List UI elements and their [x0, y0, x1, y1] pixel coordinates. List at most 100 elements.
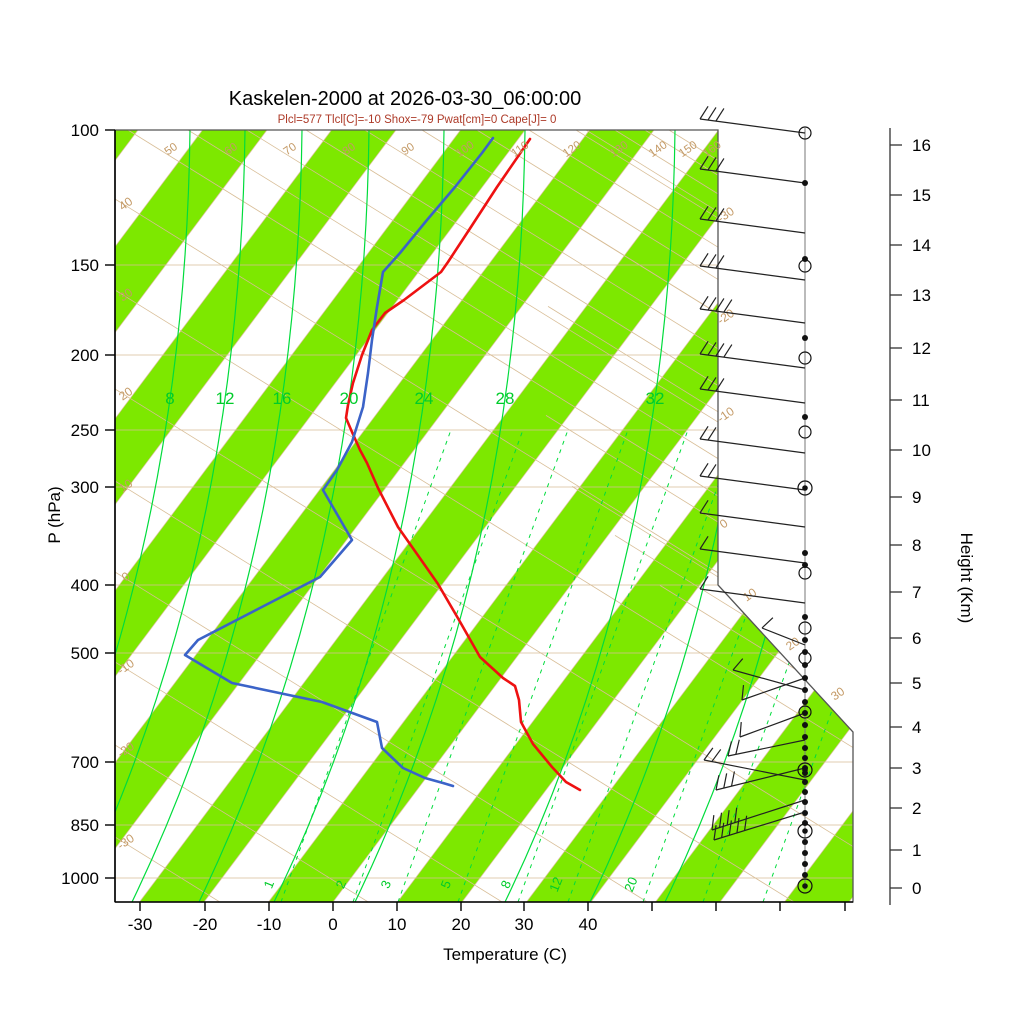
wind-level-circle — [798, 351, 812, 365]
svg-text:12: 12 — [546, 875, 565, 894]
svg-text:3: 3 — [378, 878, 395, 890]
svg-text:14: 14 — [912, 236, 931, 255]
svg-text:32: 32 — [646, 389, 665, 408]
moist-adiabat-labels: 8 12 16 20 24 28 32 — [165, 389, 664, 408]
moist-adiabat-lines — [115, 130, 836, 902]
svg-text:500: 500 — [71, 644, 99, 663]
svg-text:13: 13 — [912, 286, 931, 305]
wind-level-dot — [802, 637, 808, 643]
svg-text:40: 40 — [579, 915, 598, 934]
svg-text:20: 20 — [452, 915, 471, 934]
wind-barb — [699, 376, 806, 404]
wind-level-circledot — [797, 762, 813, 778]
svg-text:16: 16 — [912, 136, 931, 155]
wind-level-dot — [802, 861, 808, 867]
svg-text:850: 850 — [71, 816, 99, 835]
svg-text:12: 12 — [216, 389, 235, 408]
wind-level-dot — [802, 872, 808, 878]
wind-barb — [703, 747, 806, 781]
wind-level-dot — [802, 755, 808, 761]
wind-level-dot — [802, 662, 808, 668]
wind-level-dot — [802, 180, 808, 186]
wind-level-circledot-center — [802, 485, 808, 491]
wind-level-circle — [798, 566, 812, 580]
wind-level-circle — [798, 126, 812, 140]
dewpoint-curve — [183, 136, 495, 788]
wind-barb — [699, 206, 806, 234]
wind-barb — [761, 617, 806, 646]
wind-barb — [699, 536, 806, 564]
svg-text:140: 140 — [647, 139, 670, 160]
svg-text:-30: -30 — [128, 915, 153, 934]
wind-level-circledot-center — [802, 767, 808, 773]
svg-text:8: 8 — [912, 536, 921, 555]
wind-barb — [741, 677, 806, 701]
wind-level-circledot — [797, 823, 813, 839]
wind-level-circle — [798, 651, 812, 665]
wind-level-dot — [802, 820, 808, 826]
wind-level-dot — [802, 850, 808, 856]
svg-text:250: 250 — [71, 421, 99, 440]
temperature-curve — [344, 137, 582, 792]
svg-text:40: 40 — [116, 194, 135, 213]
wind-level-circle — [798, 621, 812, 635]
svg-text:16: 16 — [273, 389, 292, 408]
svg-text:700: 700 — [71, 753, 99, 772]
wind-level-dot — [802, 734, 808, 740]
svg-text:4: 4 — [912, 718, 921, 737]
svg-text:1: 1 — [261, 878, 278, 890]
svg-text:10: 10 — [912, 441, 931, 460]
wind-barb — [699, 106, 806, 134]
svg-text:-20: -20 — [193, 915, 218, 934]
wind-barb — [739, 712, 806, 738]
sounding-indices-subtitle: Plcl=577 Tlcl[C]=-10 Shox=-79 Pwat[cm]=0… — [277, 114, 557, 126]
svg-text:30: 30 — [515, 915, 534, 934]
temperature-axis-title: Temperature (C) — [443, 945, 567, 964]
wind-barb — [699, 576, 806, 604]
svg-text:2: 2 — [912, 799, 921, 818]
wind-barb — [699, 500, 806, 528]
wind-level-circledot — [797, 878, 813, 894]
pressure-tick-labels: 100 150 200 250 300 400 500 700 850 1000 — [61, 121, 115, 888]
wind-level-dot — [802, 675, 808, 681]
wind-barb — [699, 296, 806, 324]
wind-level-dot — [802, 414, 808, 420]
svg-text:10: 10 — [388, 915, 407, 934]
wind-barb — [713, 811, 806, 841]
wind-level-dot — [802, 722, 808, 728]
wind-level-dot — [802, 779, 808, 785]
svg-text:11: 11 — [912, 391, 930, 410]
svg-text:400: 400 — [71, 576, 99, 595]
pressure-axis-title: P (hPa) — [45, 486, 64, 544]
wind-level-dot — [802, 614, 808, 620]
svg-text:150: 150 — [71, 256, 99, 275]
mixing-ratio-labels: 1 2 3 5 8 12 20 — [261, 875, 641, 894]
wind-level-circledot-center — [802, 828, 808, 834]
wind-level-circledot — [797, 480, 813, 496]
svg-text:28: 28 — [496, 389, 515, 408]
wind-level-dot — [802, 550, 808, 556]
svg-text:9: 9 — [912, 488, 921, 507]
svg-text:0: 0 — [328, 915, 337, 934]
wind-barb — [711, 799, 806, 831]
wind-level-dot — [802, 799, 808, 805]
svg-text:150: 150 — [677, 139, 700, 160]
svg-text:1000: 1000 — [61, 869, 99, 888]
wind-barb — [699, 253, 806, 281]
wind-level-circle — [798, 705, 812, 719]
svg-text:24: 24 — [415, 389, 434, 408]
wind-level-dot — [802, 256, 808, 262]
svg-text:5: 5 — [912, 674, 921, 693]
wind-barb — [699, 426, 806, 454]
svg-text:30: 30 — [828, 684, 847, 703]
wind-level-circle — [798, 259, 812, 273]
svg-text:20: 20 — [340, 389, 359, 408]
wind-level-circle — [798, 425, 812, 439]
svg-text:7: 7 — [912, 583, 921, 602]
height-axis-title: Height (Km) — [957, 532, 976, 624]
wind-level-dot — [802, 810, 808, 816]
